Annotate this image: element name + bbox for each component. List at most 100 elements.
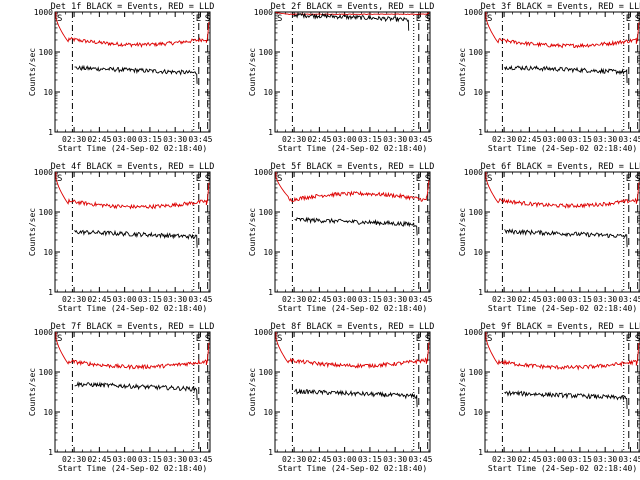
x-tick-label: 02:30 [62,135,86,144]
lld-series-line [275,332,430,370]
y-tick-label: 1000 [254,328,273,337]
chart-title: Det 1f BLACK = Events, RED = LLD [51,2,215,12]
lld-series-line [485,12,640,49]
x-tick-label: 03:00 [543,135,567,144]
x-tick-label: 03:45 [618,455,640,464]
start-marker: S [277,334,282,344]
x-tick-label: 02:45 [307,135,331,144]
y-axis-label: Counts/sec [28,368,37,416]
x-axis-label: Start Time (24-Sep-02 02:18:40) [488,304,637,313]
x-tick-label: 02:30 [62,295,86,304]
y-tick-label: 1 [48,288,53,297]
y-axis-label: Counts/sec [28,48,37,96]
plot-frame [484,171,640,293]
y-tick-label: 10 [473,408,483,417]
y-tick-label: 1 [478,128,483,137]
x-axis-label: Start Time (24-Sep-02 02:18:40) [278,464,427,473]
chart-panel: Det 8f BLACK = Events, RED = LLD 1 10 100 10… [248,322,434,473]
y-axis-label: Counts/sec [458,48,467,96]
x-tick-label: 03:45 [408,455,432,464]
plot-frame [54,171,211,293]
events-series-line [504,228,628,248]
y-tick-label: 1000 [34,8,53,17]
x-tick-label: 02:45 [307,455,331,464]
x-tick-label: 02:30 [492,295,516,304]
x-tick-label: 03:15 [358,455,382,464]
x-tick-label: 03:00 [113,135,137,144]
chart-panel: Det 1f BLACK = Events, RED = LLD 1 10 100 10… [28,2,214,153]
x-tick-label: 03:00 [333,455,357,464]
x-tick-label: 03:45 [188,455,212,464]
chart-title: Det 4f BLACK = Events, RED = LLD [51,162,215,172]
y-tick-label: 100 [469,48,484,57]
plot-frame [484,11,640,133]
x-tick-label: 03:30 [163,135,187,144]
chart-title: Det 8f BLACK = Events, RED = LLD [271,322,435,332]
start-marker: S [277,174,282,184]
start-marker: S [57,174,62,184]
chart-title: Det 3f BLACK = Events, RED = LLD [481,2,640,12]
y-tick-label: 10 [263,88,273,97]
chart-panel: Det 3f BLACK = Events, RED = LLD 1 10 100 10… [458,2,640,153]
lld-series-line [55,172,210,210]
chart-panel: Det 5f BLACK = Events, RED = LLD 1 10 100 10… [248,162,434,313]
x-tick-label: 03:00 [543,455,567,464]
x-axis-label: Start Time (24-Sep-02 02:18:40) [488,464,637,473]
x-tick-label: 02:45 [87,295,111,304]
y-axis-label: Counts/sec [248,48,257,96]
start-marker: S [487,174,492,184]
plot-frame [54,11,211,133]
x-axis-label: Start Time (24-Sep-02 02:18:40) [58,144,207,153]
x-tick-label: 03:15 [138,135,162,144]
y-tick-label: 10 [263,248,273,257]
y-tick-label: 1000 [464,328,483,337]
x-tick-label: 03:00 [333,295,357,304]
y-axis-label: Counts/sec [248,368,257,416]
y-tick-label: 1 [478,288,483,297]
y-tick-label: 1000 [464,168,483,177]
x-tick-label: 02:30 [492,135,516,144]
chart-panel: Det 7f BLACK = Events, RED = LLD 1 10 100 10… [28,322,214,473]
x-tick-label: 02:30 [492,455,516,464]
events-series-line [74,229,198,248]
plot-frame [54,331,211,453]
y-tick-label: 100 [39,368,54,377]
x-tick-label: 02:45 [307,295,331,304]
plot-frame [274,11,431,133]
chart-title: Det 5f BLACK = Events, RED = LLD [271,162,435,172]
y-tick-label: 1000 [254,8,273,17]
y-tick-label: 1 [48,448,53,457]
y-axis-label: Counts/sec [28,208,37,256]
y-tick-label: 10 [43,408,53,417]
y-axis-label: Counts/sec [248,208,257,256]
x-tick-label: 03:30 [163,455,187,464]
x-tick-label: 03:00 [333,135,357,144]
x-tick-label: 03:15 [358,295,382,304]
plot-frame [274,331,431,453]
chart-title: Det 9f BLACK = Events, RED = LLD [481,322,640,332]
x-tick-label: 02:30 [282,455,306,464]
y-tick-label: 10 [473,248,483,257]
lld-series-line [275,172,430,202]
x-axis-label: Start Time (24-Sep-02 02:18:40) [488,144,637,153]
x-tick-label: 02:30 [282,295,306,304]
y-axis-label: Counts/sec [458,368,467,416]
x-tick-label: 03:45 [188,135,212,144]
plot-frame [484,331,640,453]
x-tick-label: 03:15 [568,295,592,304]
start-marker: S [277,14,282,24]
events-series-line [504,389,628,409]
y-tick-label: 100 [469,368,484,377]
y-tick-label: 1000 [254,168,273,177]
lld-series-line [485,332,640,371]
y-tick-label: 100 [259,368,274,377]
y-tick-label: 1 [478,448,483,457]
x-tick-label: 03:15 [568,135,592,144]
x-tick-label: 03:45 [408,295,432,304]
y-tick-label: 1 [268,448,273,457]
start-marker: S [57,14,62,24]
x-tick-label: 03:15 [138,455,162,464]
chart-panel: Det 9f BLACK = Events, RED = LLD 1 10 100 10… [458,322,640,473]
y-tick-label: 10 [473,88,483,97]
x-axis-label: Start Time (24-Sep-02 02:18:40) [58,464,207,473]
